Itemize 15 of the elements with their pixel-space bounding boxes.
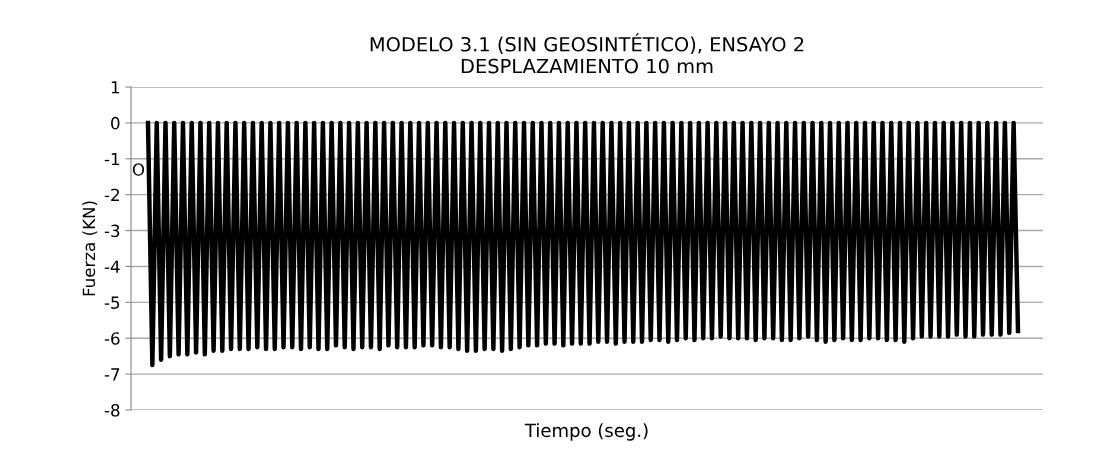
y-axis-title: Fuerza (KN) [82,201,98,296]
line-series [145,120,1021,368]
y-tick-label: -6 [104,332,120,345]
x-axis-title: Tiempo (seg.) [524,423,648,441]
y-tick-label: 0 [111,116,120,130]
y-tick-label: -1 [104,152,120,166]
y-tick-label: -4 [104,260,120,273]
y-tick-label: -2 [104,188,119,201]
y-tick-label: -3 [104,224,120,238]
chart-title: MODELO 3.1 (SIN GEOSINTÉTICO), ENSAYO 2 DESPLAZAMIENTO 10 mm [370,33,804,74]
y-tick-label: 1 [111,81,120,94]
text: O [132,163,145,176]
y-tick-label: -5 [104,296,120,309]
y-tick-label: -8 [104,403,120,417]
y-tick-label: -7 [104,368,120,381]
